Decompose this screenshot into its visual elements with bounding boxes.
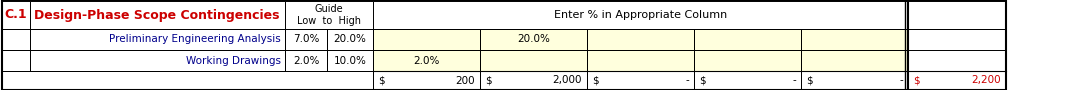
Bar xyxy=(327,50,373,71)
Bar xyxy=(2,50,30,71)
Bar xyxy=(480,71,588,90)
Bar xyxy=(285,1,373,29)
Text: 2.0%: 2.0% xyxy=(293,56,319,66)
Bar xyxy=(908,71,1006,90)
Text: $: $ xyxy=(592,76,598,85)
Text: 2,000: 2,000 xyxy=(553,76,582,85)
Bar xyxy=(2,71,373,90)
Bar xyxy=(588,29,694,50)
Bar xyxy=(588,50,694,71)
Bar xyxy=(908,50,1006,71)
Bar xyxy=(327,29,373,50)
Bar xyxy=(908,1,1006,29)
Text: Design-Phase Scope Contingencies: Design-Phase Scope Contingencies xyxy=(34,8,280,22)
Bar xyxy=(373,50,480,71)
Text: $: $ xyxy=(806,76,813,85)
Bar xyxy=(2,29,30,50)
Bar xyxy=(30,1,285,29)
Text: Enter % in Appropriate Column: Enter % in Appropriate Column xyxy=(554,10,727,20)
Text: -: - xyxy=(685,76,689,85)
Text: Working Drawings: Working Drawings xyxy=(186,56,281,66)
Bar xyxy=(30,29,285,50)
Bar xyxy=(2,1,30,29)
Text: 7.0%: 7.0% xyxy=(293,34,319,44)
Bar xyxy=(373,1,908,29)
Bar xyxy=(30,50,285,71)
Text: C.1: C.1 xyxy=(4,8,27,22)
Text: 10.0%: 10.0% xyxy=(334,56,366,66)
Bar xyxy=(285,50,327,71)
Text: Low  to  High: Low to High xyxy=(297,16,361,26)
Text: $: $ xyxy=(913,76,919,85)
Bar xyxy=(373,29,480,50)
Bar xyxy=(908,29,1006,50)
Text: -: - xyxy=(792,76,796,85)
Text: 200: 200 xyxy=(455,76,475,85)
Bar xyxy=(480,29,588,50)
Bar xyxy=(285,29,327,50)
Bar xyxy=(694,29,801,50)
Bar xyxy=(373,71,480,90)
Text: $: $ xyxy=(378,76,385,85)
Bar xyxy=(801,50,908,71)
Bar xyxy=(588,71,694,90)
Bar xyxy=(694,71,801,90)
Text: 2.0%: 2.0% xyxy=(413,56,440,66)
Text: $: $ xyxy=(699,76,706,85)
Text: 2,200: 2,200 xyxy=(971,76,1001,85)
Bar xyxy=(480,50,588,71)
Text: 20.0%: 20.0% xyxy=(334,34,366,44)
Text: $: $ xyxy=(485,76,492,85)
Bar xyxy=(694,50,801,71)
Text: Preliminary Engineering Analysis: Preliminary Engineering Analysis xyxy=(109,34,281,44)
Bar xyxy=(801,29,908,50)
Bar xyxy=(801,71,908,90)
Text: Guide: Guide xyxy=(314,4,344,14)
Text: 20.0%: 20.0% xyxy=(517,34,550,44)
Text: -: - xyxy=(900,76,903,85)
